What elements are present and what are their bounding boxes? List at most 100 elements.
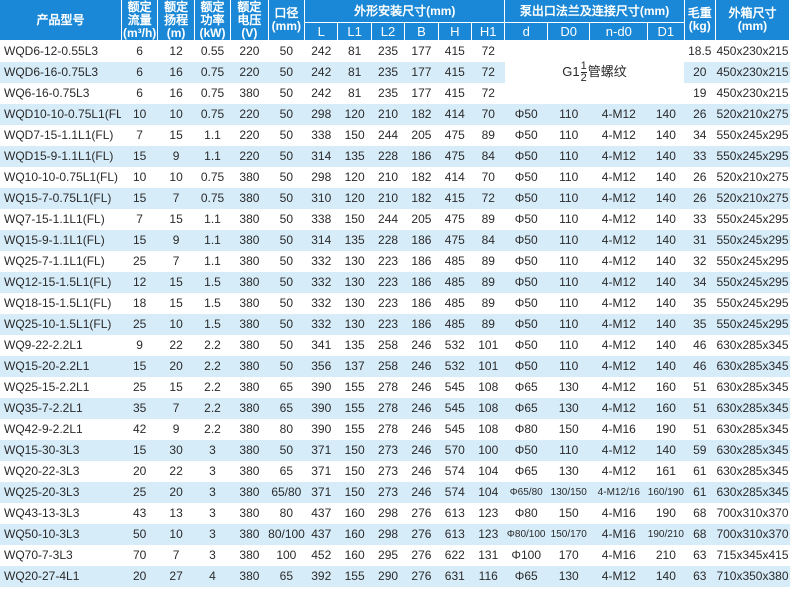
table-cell: 108 (471, 397, 505, 419)
table-cell: 186 (404, 229, 439, 251)
table-cell: 177 (404, 82, 439, 104)
model-cell: WQ25-20-3L3 (0, 481, 122, 503)
thread-note-cell: G1 1 2 管螺纹 (504, 40, 685, 104)
model-cell: WQ6-16-0.75L3 (0, 82, 122, 104)
table-cell: 65 (268, 397, 305, 419)
table-cell: 177 (404, 40, 439, 62)
table-cell: 246 (404, 481, 439, 503)
table-cell: 10 (157, 523, 195, 545)
table-cell: 550x245x295 (715, 229, 790, 251)
table-cell: 26 (684, 187, 716, 209)
table-cell: 130 (547, 397, 590, 419)
table-cell: 110 (547, 229, 590, 251)
table-cell: 380 (230, 313, 269, 335)
table-cell: 223 (371, 292, 405, 314)
table-cell: 2.2 (194, 376, 231, 398)
table-cell: 123 (471, 502, 505, 524)
table-cell: 550x245x295 (715, 124, 790, 146)
table-cell: 80/100 (268, 523, 305, 545)
table-cell: 30 (157, 439, 195, 461)
table-cell: Φ50 (504, 313, 548, 335)
table-cell: 220 (230, 124, 269, 146)
table-cell: 532 (438, 334, 472, 356)
model-cell: WQ25-10-1.5L1(FL) (0, 313, 122, 335)
header-power: 额定 功率 (kW) (194, 0, 232, 41)
table-cell: 630x285x345 (715, 460, 790, 482)
table-cell: 380 (230, 376, 269, 398)
table-cell: 182 (404, 103, 439, 125)
table-cell: 110 (547, 334, 590, 356)
table-cell: 15 (121, 187, 158, 209)
table-cell: 4-M12 (589, 103, 648, 125)
model-cell: WQ35-7-2.2L1 (0, 397, 122, 419)
table-cell: 110 (547, 124, 590, 146)
table-cell: 130/150 (547, 481, 590, 503)
table-cell: 110 (547, 355, 590, 377)
table-cell: 550x245x295 (715, 145, 790, 167)
table-cell: 630x285x345 (715, 481, 790, 503)
table-cell: 2.2 (194, 397, 231, 419)
table-cell: 332 (304, 292, 338, 314)
table-cell: 123 (471, 523, 505, 545)
table-cell: 140 (647, 292, 685, 314)
table-cell: 140 (647, 103, 685, 125)
subheader-d1: D1 (647, 22, 685, 41)
table-cell: 6 (121, 82, 158, 104)
table-cell: 110 (547, 439, 590, 461)
table-cell: 50 (268, 292, 305, 314)
table-cell: 380 (230, 334, 269, 356)
table-cell: 278 (371, 397, 405, 419)
table-cell: Φ80 (504, 418, 548, 440)
table-cell: 545 (438, 397, 472, 419)
subheader-d0: D0 (547, 22, 591, 41)
table-cell: 50 (268, 124, 305, 146)
table-cell: 34 (684, 124, 716, 146)
table-cell: 298 (371, 523, 405, 545)
table-cell: 371 (304, 439, 338, 461)
thread-suffix: 管螺纹 (587, 63, 627, 79)
model-cell: WQD15-9-1.1L1(FL) (0, 145, 122, 167)
table-cell: 1.1 (194, 250, 231, 272)
table-cell: 7 (121, 124, 158, 146)
table-cell: 150 (337, 208, 372, 230)
table-cell: 34 (684, 271, 716, 293)
model-cell: WQ15-20-2.2L1 (0, 355, 122, 377)
table-cell: 25 (121, 250, 158, 272)
table-cell: 314 (304, 229, 338, 251)
table-cell: 4 (194, 565, 231, 587)
table-cell: 380 (230, 565, 269, 587)
table-cell: 3 (194, 502, 231, 524)
table-cell: 622 (438, 544, 472, 566)
table-cell: 380 (230, 460, 269, 482)
table-cell: 186 (404, 313, 439, 335)
table-cell: 4-M16 (589, 544, 648, 566)
table-cell: 380 (230, 166, 269, 188)
table-cell: 80 (268, 502, 305, 524)
model-cell: WQ25-7-1.1L1(FL) (0, 250, 122, 272)
table-cell: 13 (157, 502, 195, 524)
table-cell: 19 (684, 82, 716, 104)
header-model: 产品型号 (0, 0, 122, 41)
table-cell: 120 (337, 187, 372, 209)
table-cell: 246 (404, 418, 439, 440)
table-cell: 43 (121, 502, 158, 524)
table-cell: 630x285x345 (715, 334, 790, 356)
table-cell: 415 (438, 82, 472, 104)
thread-prefix: G1 (562, 63, 580, 79)
table-cell: 7 (157, 250, 195, 272)
table-cell: 70 (471, 166, 505, 188)
table-cell: 545 (438, 418, 472, 440)
model-cell: WQ10-10-0.75L1(FL) (0, 166, 122, 188)
table-cell: Φ100 (504, 544, 548, 566)
table-cell: 50 (268, 187, 305, 209)
table-row: WQ15-7-0.75L1(FL) 15 7 0.75 380 50 310 120 210 18… (0, 187, 790, 209)
table-cell: 2.2 (194, 355, 231, 377)
table-cell: 258 (371, 355, 405, 377)
table-cell: 140 (647, 334, 685, 356)
table-cell: 33 (684, 208, 716, 230)
table-cell: 84 (471, 145, 505, 167)
table-cell: 1.1 (194, 229, 231, 251)
table-cell: Φ50 (504, 292, 548, 314)
table-cell: 46 (684, 355, 716, 377)
table-cell: 710x350x380 (715, 565, 790, 587)
